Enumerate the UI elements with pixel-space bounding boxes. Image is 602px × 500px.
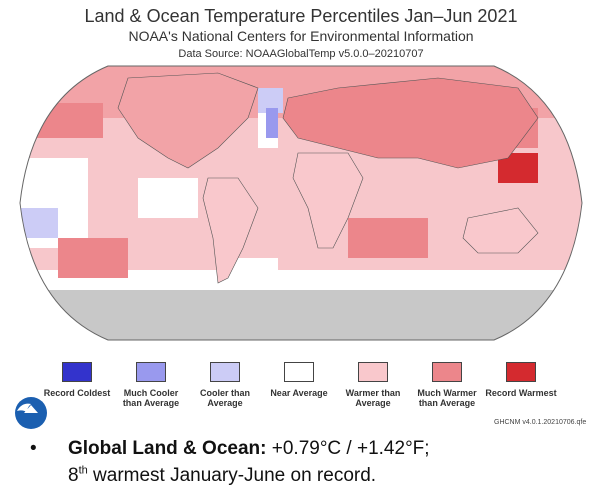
north-pacific-much-warmer <box>33 103 103 138</box>
version-note: GHCNM v4.0.1.20210706.qfe <box>494 419 587 426</box>
globe-outline <box>19 65 583 341</box>
legend: Record Coldest Much Cooler than Average … <box>40 362 560 422</box>
africa-land <box>292 152 364 249</box>
antarctica-no-data <box>20 290 582 340</box>
australia-land <box>462 207 539 254</box>
summary-label: Global Land & Ocean: <box>68 438 267 459</box>
noaa-logo-icon <box>15 397 47 429</box>
legend-item-cooler: Cooler than Average <box>188 362 262 408</box>
legend-item-warmer: Warmer than Average <box>336 362 410 408</box>
legend-label: Cooler than Average <box>199 388 250 408</box>
legend-item-much-cooler: Much Cooler than Average <box>114 362 188 408</box>
legend-item-near-average: Near Average <box>262 362 336 398</box>
summary-value: +0.79°C / +1.42°F; <box>266 438 430 459</box>
legend-item-record-coldest: Record Coldest <box>40 362 114 398</box>
legend-swatch <box>136 362 166 382</box>
legend-swatch <box>506 362 536 382</box>
data-source: Data Source: NOAAGlobalTemp v5.0.0–20210… <box>178 48 424 60</box>
legend-label: Much Warmer than Average <box>417 388 477 408</box>
labrador-much-cooler <box>266 108 278 138</box>
world-temperature-map <box>19 65 583 341</box>
legend-item-much-warmer: Much Warmer than Average <box>410 362 484 408</box>
summary-line-1: Global Land & Ocean: +0.79°C / +1.42°F; <box>68 436 430 462</box>
eurasia-land <box>282 77 539 169</box>
bullet-marker: • <box>30 438 37 459</box>
pacific-cooler-patch <box>20 208 58 238</box>
legend-label: Near Average <box>270 388 328 398</box>
north-america-land <box>117 72 259 169</box>
legend-swatch <box>210 362 240 382</box>
legend-swatch <box>432 362 462 382</box>
legend-item-record-warmest: Record Warmest <box>484 362 558 398</box>
legend-label: Much Cooler than Average <box>122 388 180 408</box>
summary-line-2: 8th warmest January-June on record. <box>68 463 376 489</box>
south-pacific-much-warmer <box>58 238 128 278</box>
legend-swatch <box>62 362 92 382</box>
legend-label: Warmer than Average <box>345 388 401 408</box>
legend-swatch <box>284 362 314 382</box>
rank-suffix: th <box>78 464 88 477</box>
legend-label: Record Coldest <box>43 388 111 398</box>
rank-text: warmest January-June on record. <box>87 465 377 486</box>
indian-ocean-much-warmer <box>348 218 428 258</box>
south-america-land <box>202 177 259 284</box>
page-title: Land & Ocean Temperature Percentiles Jan… <box>84 6 518 26</box>
legend-label: Record Warmest <box>485 388 557 398</box>
rank-number: 8 <box>68 465 79 486</box>
legend-swatch <box>358 362 388 382</box>
page-subtitle: NOAA's National Centers for Environmenta… <box>128 28 474 44</box>
pacific-near-average-east <box>138 178 198 218</box>
